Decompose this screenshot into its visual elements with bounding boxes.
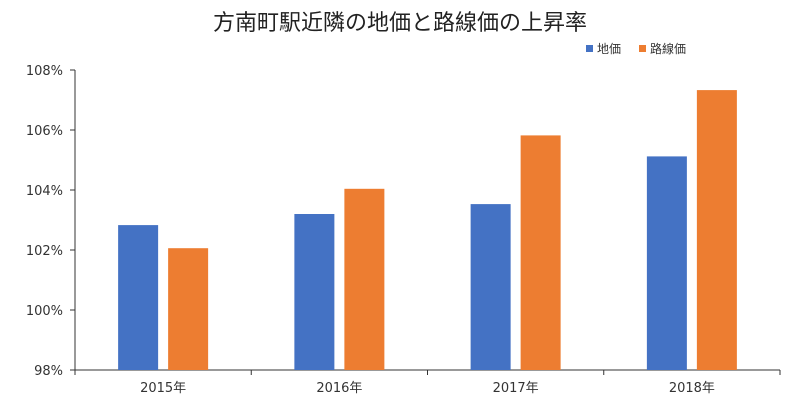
- axes: 98% 100% 102% 104% 106% 108% 2015年 2016年 2017年 20…: [26, 64, 781, 396]
- legend: 地価 路線価: [586, 41, 686, 56]
- legend-label: 路線価: [650, 41, 686, 56]
- bar-route-price-2: [520, 135, 561, 370]
- bar-route-price-3: [696, 90, 737, 370]
- chart-title: 方南町駅近隣の地価と路線価の上昇率: [213, 11, 587, 36]
- legend-swatch: [639, 45, 646, 52]
- bar-land-price-1: [294, 214, 335, 370]
- bar-land-price-2: [470, 204, 511, 370]
- x-tick-label: 2018年: [669, 381, 715, 396]
- legend-swatch: [586, 45, 593, 52]
- bar-route-price-1: [344, 188, 385, 370]
- x-tick-label: 2017年: [493, 381, 539, 396]
- y-tick-label: 102%: [26, 244, 63, 259]
- y-tick-label: 100%: [26, 304, 63, 319]
- bar-land-price-0: [118, 225, 159, 370]
- legend-label: 地価: [597, 42, 621, 56]
- bar-land-price-3: [646, 156, 687, 370]
- y-tick-label: 108%: [26, 64, 63, 79]
- y-tick-label: 98%: [34, 364, 63, 379]
- y-tick-label: 104%: [26, 184, 63, 199]
- y-tick-label: 106%: [26, 124, 63, 139]
- x-tick-label: 2016年: [316, 381, 362, 396]
- x-tick-label: 2015年: [140, 381, 186, 396]
- bars: [118, 90, 737, 370]
- bar-route-price-0: [168, 248, 209, 370]
